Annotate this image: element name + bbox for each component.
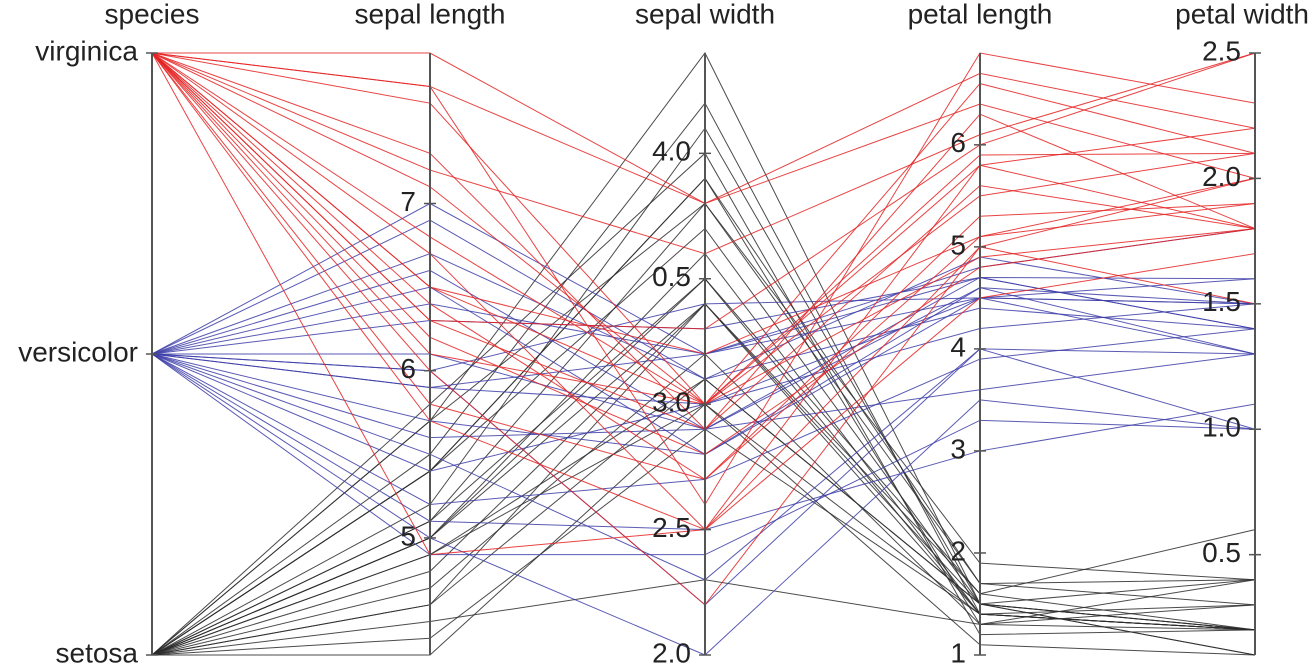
data-line [151, 378, 1256, 656]
tick-label: 2.5 [652, 512, 691, 543]
data-line [151, 52, 1256, 531]
data-line [151, 353, 1256, 656]
tick-label: 2 [950, 535, 966, 566]
data-line [151, 227, 1256, 656]
tick-label: 2.0 [652, 637, 691, 668]
data-line [151, 52, 1256, 430]
tick-label: 0.5 [652, 261, 691, 292]
data-line [151, 102, 1256, 656]
data-line [151, 278, 1256, 656]
tick-label: 1.5 [1202, 286, 1241, 317]
data-line [151, 353, 1256, 439]
data-line [151, 52, 1256, 481]
axis-title: petal length [908, 0, 1053, 29]
data-line [151, 297, 1256, 355]
data-line [151, 278, 1256, 656]
data-line [151, 127, 1256, 656]
tick-label: 5 [400, 520, 416, 551]
category-label: versicolor [18, 336, 138, 367]
tick-label: 1 [950, 637, 966, 668]
data-line [152, 52, 1256, 205]
data-line [151, 278, 1256, 372]
category-label: virginica [35, 35, 138, 66]
data-line [151, 177, 1256, 656]
data-line [151, 348, 1256, 606]
data-line [151, 276, 1256, 355]
data-line [151, 52, 1256, 531]
data-line [151, 378, 1256, 656]
axis-title: petal width [1175, 0, 1309, 29]
tick-label: 1.0 [1202, 412, 1241, 443]
tick-label: 5 [950, 229, 966, 260]
tick-label: 3 [950, 433, 966, 464]
axis-title: sepal length [354, 0, 505, 29]
data-line [151, 52, 1256, 430]
data-line [151, 52, 1256, 205]
data-line [151, 177, 1256, 656]
tick-label: 2.5 [1202, 35, 1241, 66]
data-line [151, 52, 1256, 480]
tick-label: 6 [950, 127, 966, 158]
tick-label: 0.5 [1202, 537, 1241, 568]
category-label: setosa [56, 637, 139, 668]
axis-title: sepal width [635, 0, 775, 29]
tick-label: 4 [950, 331, 966, 362]
data-line [151, 52, 1256, 355]
tick-label: 7 [400, 186, 416, 217]
tick-label: 4.0 [652, 136, 691, 167]
tick-label: 3.0 [652, 387, 691, 418]
tick-label: 2.0 [1202, 161, 1241, 192]
tick-label: 6 [400, 353, 416, 384]
lines [151, 52, 1256, 656]
data-line [151, 353, 1256, 656]
data-line [151, 579, 1256, 656]
axis-title: species [105, 0, 200, 29]
